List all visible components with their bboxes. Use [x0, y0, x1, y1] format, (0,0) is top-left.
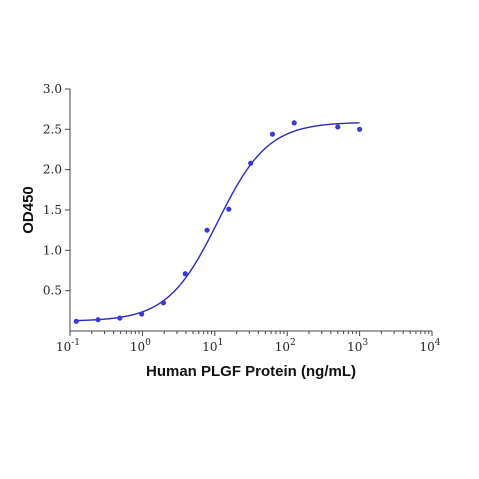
axes: [69, 89, 432, 332]
data-point: [160, 300, 166, 306]
data-point: [357, 126, 363, 132]
data-point: [73, 318, 79, 324]
y-tick-label: 3.0: [43, 82, 62, 96]
y-tick-label: 2.0: [43, 163, 62, 177]
y-tick-label: 1.0: [43, 243, 62, 257]
y-tick-label: 1.5: [43, 203, 62, 217]
data-point: [335, 124, 341, 130]
x-axis-title: Human PLGF Protein (ng/mL): [146, 363, 356, 380]
data-point: [291, 120, 297, 126]
data-point: [226, 206, 232, 212]
x-tick-label: 102: [275, 338, 296, 354]
data-point: [139, 311, 145, 317]
data-point: [269, 131, 276, 137]
y-tick-label: 0.5: [43, 284, 62, 298]
x-tick-label: 10-1: [56, 338, 80, 354]
data-points-layer: [73, 120, 363, 324]
y-axis-title: OD450: [20, 186, 37, 234]
x-tick-label: 100: [130, 338, 151, 354]
y-tick-label: 2.5: [43, 122, 62, 136]
data-point: [204, 227, 210, 233]
fit-curve-layer: [76, 122, 360, 322]
data-point: [95, 317, 101, 323]
ticks: 0.5 1.0 1.5 2.0 2.5 3.0 10-1 100 101 102 103 104: [43, 82, 441, 354]
data-point: [182, 271, 188, 277]
x-tick-label: 103: [347, 338, 368, 354]
data-point: [248, 160, 254, 166]
x-tick-label: 101: [202, 338, 223, 354]
x-tick-label: 104: [419, 338, 440, 354]
data-point: [117, 315, 123, 321]
fit-curve-line: [76, 122, 360, 322]
